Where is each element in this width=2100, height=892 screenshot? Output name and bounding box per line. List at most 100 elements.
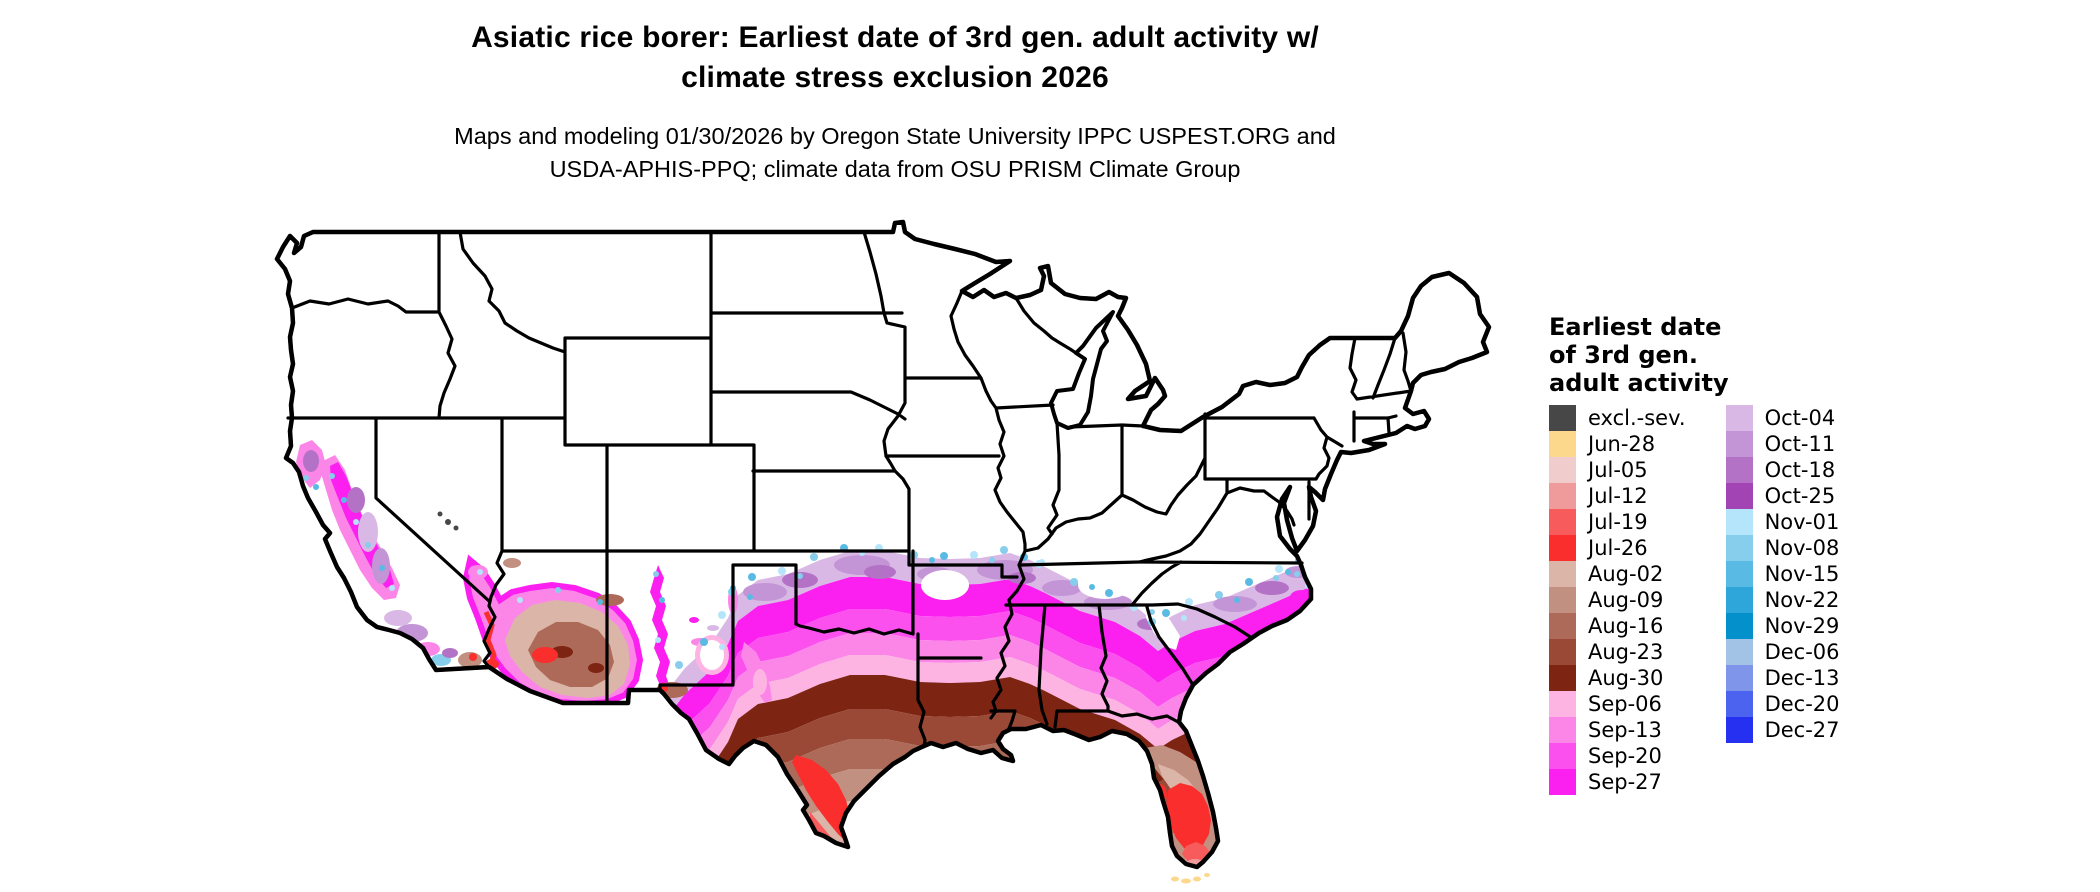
legend-color-swatch: [1549, 587, 1576, 613]
legend-date-label: Jul-05: [1588, 458, 1648, 482]
legend-date-label: Nov-08: [1764, 536, 1840, 560]
legend-color-swatch: [1549, 509, 1576, 535]
legend-color-swatch: [1725, 613, 1753, 639]
legend-row: Oct-18: [1725, 457, 1840, 483]
legend-date-label: Dec-06: [1764, 640, 1840, 664]
legend-date-label: Nov-22: [1764, 588, 1840, 612]
state-borders: [286, 230, 1413, 748]
figure-subtitle: Maps and modeling 01/30/2026 by Oregon S…: [240, 120, 1550, 186]
legend-color-swatch: [1725, 665, 1753, 691]
legend-date-label: Sep-20: [1588, 744, 1662, 768]
legend-row: Oct-25: [1725, 483, 1840, 509]
legend-row: Aug-16: [1549, 613, 1686, 639]
legend-date-label: Sep-06: [1588, 692, 1662, 716]
legend-date-label: Jul-12: [1588, 484, 1648, 508]
legend-row: Sep-13: [1549, 717, 1686, 743]
legend-row: Sep-20: [1549, 743, 1686, 769]
legend-color-swatch: [1549, 743, 1576, 769]
legend-date-label: Oct-04: [1764, 406, 1836, 430]
legend-date-label: Aug-09: [1588, 588, 1664, 612]
legend-columns: excl.-sev. Jun-28 Jul-05 Jul-12 Jul-19 J…: [1549, 405, 1840, 795]
legend-color-swatch: [1725, 405, 1753, 431]
legend-color-swatch: [1549, 457, 1576, 483]
legend-row: excl.-sev.: [1549, 405, 1686, 431]
legend-row: Aug-09: [1549, 587, 1686, 613]
figure-title-line1: Asiatic rice borer: Earliest date of 3rd…: [471, 21, 1319, 54]
legend-color-swatch: [1549, 717, 1576, 743]
legend-row: Dec-20: [1725, 691, 1840, 717]
legend-row: Dec-13: [1725, 665, 1840, 691]
legend-column-1: excl.-sev. Jun-28 Jul-05 Jul-12 Jul-19 J…: [1549, 405, 1686, 795]
legend-row: Jul-26: [1549, 535, 1686, 561]
legend-row: Nov-08: [1725, 535, 1840, 561]
legend-row: Nov-22: [1725, 587, 1840, 613]
legend-row: Aug-23: [1549, 639, 1686, 665]
legend-row: Jul-05: [1549, 457, 1686, 483]
legend-title-line2: of 3rd gen.: [1549, 341, 1699, 369]
legend: Earliest date of 3rd gen. adult activity…: [1549, 313, 1969, 795]
legend-title: Earliest date of 3rd gen. adult activity: [1549, 313, 1969, 397]
legend-title-line1: Earliest date: [1549, 313, 1722, 341]
legend-row: Jul-19: [1549, 509, 1686, 535]
legend-color-swatch: [1549, 483, 1576, 509]
legend-row: Nov-15: [1725, 561, 1840, 587]
legend-row: Jun-28: [1549, 431, 1686, 457]
legend-color-swatch: [1725, 717, 1753, 743]
legend-date-label: Aug-02: [1588, 562, 1664, 586]
legend-row: Nov-29: [1725, 613, 1840, 639]
figure-subtitle-line1: Maps and modeling 01/30/2026 by Oregon S…: [454, 123, 1336, 149]
legend-column-2: Oct-04 Oct-11 Oct-18 Oct-25 Nov-01 Nov-0…: [1725, 405, 1840, 795]
legend-color-swatch: [1725, 457, 1753, 483]
legend-color-swatch: [1725, 691, 1753, 717]
legend-color-swatch: [1725, 509, 1753, 535]
legend-color-swatch: [1725, 639, 1753, 665]
legend-color-swatch: [1549, 613, 1576, 639]
legend-color-swatch: [1549, 431, 1576, 457]
legend-color-swatch: [1725, 587, 1753, 613]
legend-color-swatch: [1725, 483, 1753, 509]
legend-row: Aug-30: [1549, 665, 1686, 691]
legend-date-label: Sep-13: [1588, 718, 1662, 742]
legend-date-label: Dec-20: [1764, 692, 1840, 716]
legend-color-swatch: [1549, 405, 1576, 431]
figure-title: Asiatic rice borer: Earliest date of 3rd…: [240, 18, 1550, 98]
legend-color-swatch: [1725, 431, 1753, 457]
legend-date-label: Oct-25: [1764, 484, 1836, 508]
legend-row: Aug-02: [1549, 561, 1686, 587]
legend-date-label: Aug-16: [1588, 614, 1664, 638]
legend-title-line3: adult activity: [1549, 369, 1729, 397]
legend-color-swatch: [1549, 769, 1576, 795]
florida-keys-dots: [1171, 873, 1210, 884]
legend-date-label: Oct-11: [1764, 432, 1836, 456]
legend-row: Oct-11: [1725, 431, 1840, 457]
legend-row: Dec-27: [1725, 717, 1840, 743]
legend-date-label: Sep-27: [1588, 770, 1662, 794]
legend-color-swatch: [1549, 665, 1576, 691]
legend-date-label: Aug-23: [1588, 640, 1664, 664]
legend-row: Sep-27: [1549, 769, 1686, 795]
legend-date-label: Nov-15: [1764, 562, 1840, 586]
legend-date-label: Jul-19: [1588, 510, 1648, 534]
legend-row: Oct-04: [1725, 405, 1840, 431]
legend-color-swatch: [1549, 561, 1576, 587]
legend-date-label: Dec-13: [1764, 666, 1840, 690]
legend-date-label: Dec-27: [1764, 718, 1840, 742]
legend-color-swatch: [1725, 561, 1753, 587]
legend-date-label: Jul-26: [1588, 536, 1648, 560]
legend-date-label: Nov-29: [1764, 614, 1840, 638]
legend-date-label: Jun-28: [1588, 432, 1656, 456]
legend-date-label: Nov-01: [1764, 510, 1840, 534]
legend-date-label: Oct-18: [1764, 458, 1836, 482]
legend-date-label: excl.-sev.: [1588, 406, 1686, 430]
legend-row: Nov-01: [1725, 509, 1840, 535]
legend-color-swatch: [1725, 535, 1753, 561]
legend-date-label: Aug-30: [1588, 666, 1664, 690]
legend-color-swatch: [1549, 535, 1576, 561]
legend-row: Dec-06: [1725, 639, 1840, 665]
legend-color-swatch: [1549, 691, 1576, 717]
legend-row: Jul-12: [1549, 483, 1686, 509]
figure-subtitle-line2: USDA-APHIS-PPQ; climate data from OSU PR…: [549, 156, 1241, 182]
legend-color-swatch: [1549, 639, 1576, 665]
